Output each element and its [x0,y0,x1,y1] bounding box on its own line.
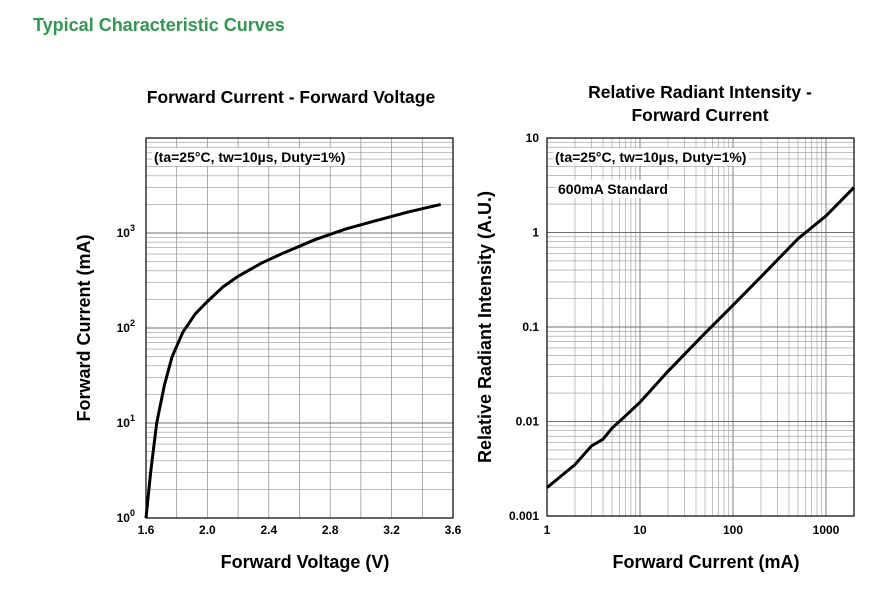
chart1-y-label: Forward Current (mA) [74,234,94,421]
chart2-annotation-background [553,148,749,166]
chart2-grid [546,138,855,517]
chart2-x-tick-label: 10 [633,523,647,537]
chart2-y-tick-label: 0.001 [509,509,539,523]
radiant-intensity-chart: Relative Radiant Intensity - Forward Cur… [475,82,856,572]
chart2-title-line1: Relative Radiant Intensity - [588,82,812,102]
chart1-y-tick-label: 103 [117,223,135,240]
chart2-x-tick-label: 100 [723,523,743,537]
chart1-y-tick-label: 101 [117,413,135,430]
chart1-x-tick-label: 2.4 [260,523,277,537]
chart1-frame [145,137,454,519]
chart1-grid [145,138,454,519]
chart1-annotation: (ta=25°C, tw=10µs, Duty=1%) [154,149,345,165]
chart2-series-line [546,186,856,489]
chart2-y-label: Relative Radiant Intensity (A.U.) [475,191,495,463]
chart2-x-tick-label: 1 [544,523,551,537]
chart1-x-label: Forward Voltage (V) [221,552,390,572]
chart2-x-ticks: 1 10 100 1000 [544,523,840,537]
chart2-annotation-standard: 600mA Standard [558,181,668,197]
chart1-x-ticks: 1.6 2.0 2.4 2.8 3.2 3.6 [138,523,462,537]
chart1-y-tick-label: 102 [117,318,135,335]
chart2-frame [546,137,855,517]
chart1-annotation-background [152,148,348,166]
chart1-title: Forward Current - Forward Voltage [147,87,436,107]
chart2-annotation: (ta=25°C, tw=10µs, Duty=1%) [555,149,746,165]
chart1-x-tick-label: 2.8 [322,523,339,537]
chart1-x-tick-label: 2.0 [199,523,216,537]
chart1-y-tick-label: 100 [117,508,135,525]
chart1-x-tick-label: 3.2 [383,523,400,537]
chart2-y-tick-label: 1 [532,226,539,240]
chart2-x-label: Forward Current (mA) [612,552,799,572]
chart2-annotation-background [556,180,670,198]
chart2-y-tick-label: 0.1 [522,320,539,334]
chart2-x-tick-label: 1000 [813,523,840,537]
chart1-y-ticks: 100 101 102 103 [117,223,135,525]
chart2-y-tick-label: 10 [526,131,540,145]
chart1-x-tick-label: 1.6 [138,523,155,537]
forward-voltage-chart: Forward Current - Forward Voltage (ta=25… [74,87,462,572]
chart1-series-line [144,202,442,519]
chart1-x-tick-label: 3.6 [445,523,462,537]
chart2-y-tick-label: 0.01 [516,415,540,429]
chart2-title-line2: Forward Current [631,105,768,125]
page-title: Typical Characteristic Curves [33,15,285,35]
chart2-y-ticks: 0.001 0.01 0.1 1 10 [509,131,539,523]
